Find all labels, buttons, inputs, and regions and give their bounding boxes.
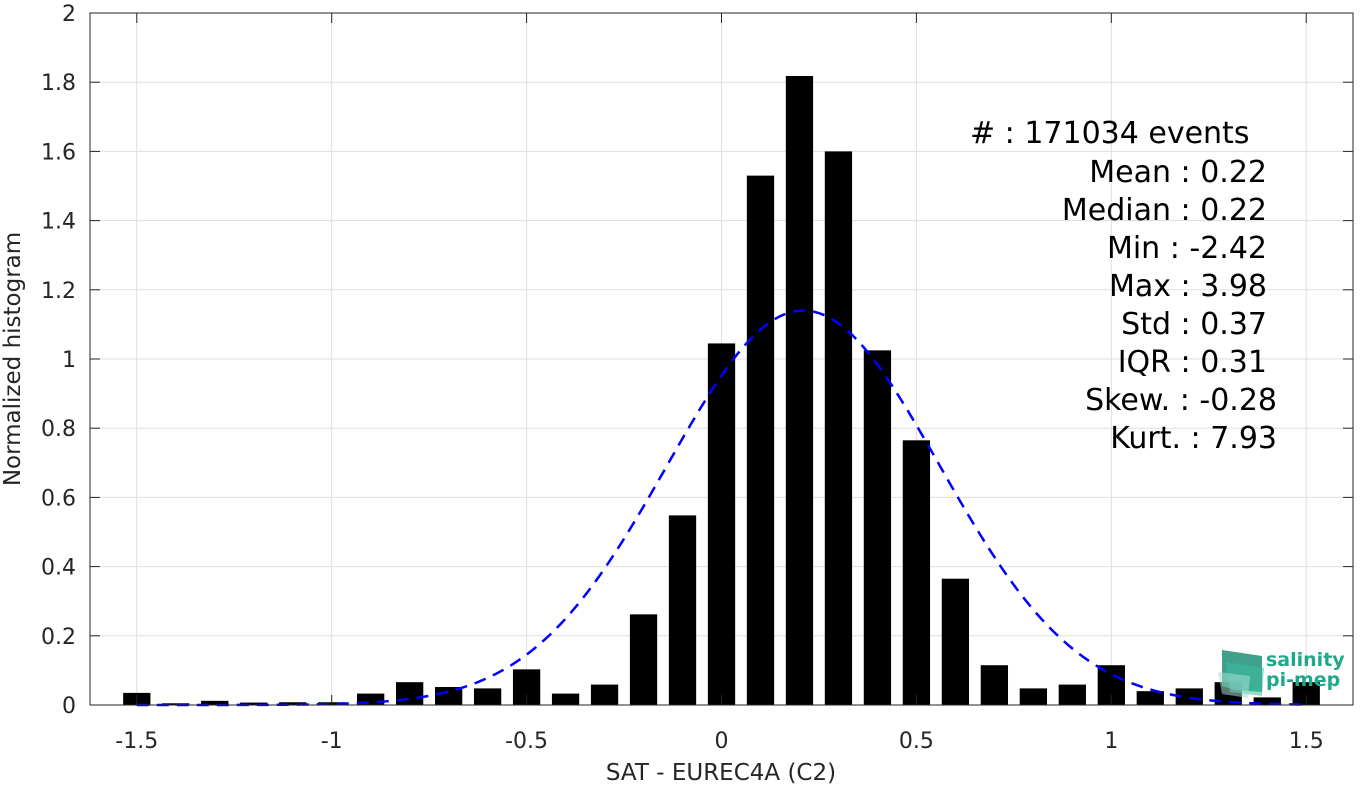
- y-tick-label: 0: [62, 694, 76, 719]
- x-tick-labels: -1.5 -1 -0.5 0 0.5 1 1.5: [115, 729, 1323, 754]
- histogram-bar: [434, 687, 463, 705]
- histogram-bar: [1253, 697, 1281, 705]
- histogram-bar: [824, 151, 853, 705]
- x-tick-label: -1: [321, 729, 343, 754]
- y-tick-label: 0.8: [41, 417, 76, 442]
- histogram-bar: [1019, 688, 1047, 705]
- x-tick-label: 1.5: [1289, 729, 1324, 754]
- y-tick-label: 1: [62, 348, 76, 373]
- x-axis-title: SAT - EUREC4A (C2): [606, 760, 836, 785]
- histogram-bar: [1175, 688, 1203, 705]
- y-axis-title: Normalized histogram: [0, 232, 26, 486]
- histogram-bar: [551, 693, 580, 705]
- histogram-bar: [357, 693, 385, 705]
- stat-mean: Mean : 0.22: [1089, 155, 1267, 190]
- logo-mark-icon: [1218, 650, 1264, 698]
- stat-skew: Skew. : -0.28: [1085, 383, 1277, 418]
- y-tick-label: 1.4: [41, 210, 76, 235]
- y-tick-labels: 0 0.2 0.4 0.6 0.8 1 1.2 1.4 1.6 1.8 2: [41, 2, 76, 719]
- stat-kurt: Kurt. : 7.93: [1110, 421, 1277, 456]
- histogram-bar: [201, 700, 229, 705]
- histogram-bar: [1136, 691, 1164, 705]
- y-tick-label: 2: [62, 2, 76, 27]
- x-tick-label: -0.5: [505, 729, 548, 754]
- stat-max: Max : 3.98: [1109, 269, 1267, 304]
- histogram-bar: [240, 702, 268, 705]
- histogram-bar: [707, 343, 736, 705]
- histogram-bar: [746, 175, 775, 705]
- histogram-bar: [162, 703, 190, 705]
- histogram-bar: [629, 614, 658, 705]
- x-tick-label: 0: [715, 729, 729, 754]
- histogram-bar: [668, 515, 697, 705]
- histogram-bar: [902, 440, 931, 705]
- x-tick-label: -1.5: [115, 729, 158, 754]
- stat-iqr: IQR : 0.31: [1118, 345, 1267, 380]
- logo-text-pi-mep: pi-mep: [1266, 669, 1340, 691]
- x-tick-label: 1: [1104, 729, 1118, 754]
- histogram-bar: [863, 350, 892, 705]
- stat-std: Std : 0.37: [1121, 307, 1267, 342]
- y-tick-label: 1.8: [41, 71, 76, 96]
- y-tick-label: 1.6: [41, 140, 76, 165]
- histogram-bar: [1292, 682, 1320, 705]
- histogram-bar: [1058, 684, 1086, 705]
- x-tick-label: 0.5: [899, 729, 934, 754]
- histogram-bar: [473, 688, 502, 705]
- stat-min: Min : -2.42: [1107, 231, 1267, 266]
- stat-events: # : 171034 events: [970, 116, 1249, 151]
- stat-median: Median : 0.22: [1062, 193, 1267, 228]
- histogram-bar: [785, 75, 814, 706]
- histogram-bar: [279, 702, 307, 705]
- y-tick-label: 0.2: [41, 625, 76, 650]
- y-tick-label: 0.6: [41, 486, 76, 511]
- histogram-bar: [980, 665, 1009, 705]
- gaussian-fit-curve: [136, 309, 1307, 707]
- logo-text-salinity: salinity: [1266, 649, 1345, 671]
- histogram-bar: [941, 578, 970, 705]
- statistics-annotation: # : 171034 events Mean : 0.22 Median : 0…: [970, 116, 1277, 456]
- histogram-bar: [396, 682, 424, 705]
- y-tick-label: 0.4: [41, 556, 76, 581]
- axis-ticks: [90, 12, 1353, 706]
- histogram-bar: [590, 684, 619, 705]
- y-tick-label: 1.2: [41, 279, 76, 304]
- salinity-pi-mep-logo: salinity pi-mep: [1218, 649, 1345, 698]
